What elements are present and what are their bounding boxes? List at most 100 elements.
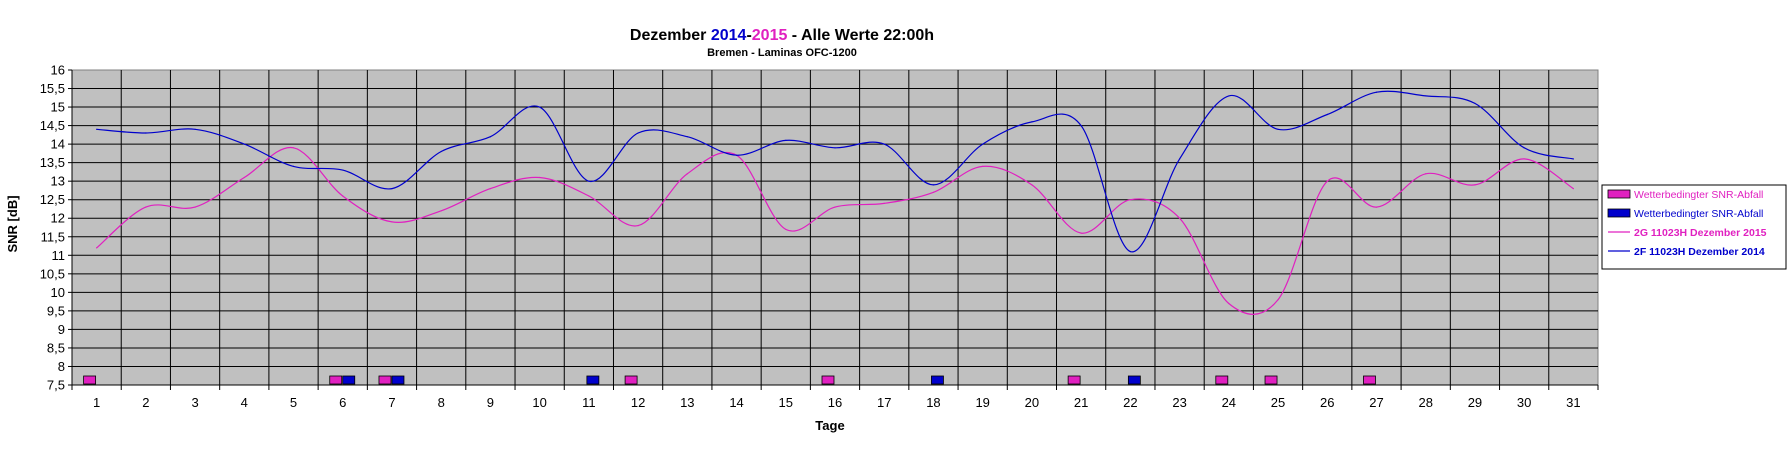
y-tick-label: 11 [52,248,66,263]
x-tick-label: 25 [1271,395,1285,410]
data-point [342,195,344,197]
x-tick-label: 29 [1468,395,1482,410]
data-point [1474,102,1476,104]
legend-label: Wetterbedingter SNR-Abfall [1634,189,1763,201]
data-point [440,150,442,153]
y-tick-label: 15,5 [40,81,65,96]
x-tick-label: 13 [680,395,694,410]
data-point [1228,95,1230,97]
x-tick-label: 5 [290,395,297,410]
weather-marker [342,375,356,385]
data-point [1228,302,1230,305]
weather-marker [329,375,343,385]
x-tick-label: 2 [142,395,149,410]
data-point [1031,121,1033,123]
data-point [145,132,147,134]
weather-marker [1363,375,1376,385]
chart-subtitle: Bremen - Laminas OFC-1200 [707,47,857,59]
chart-title: Dezember 2014-2015 - Alle Werte 22:00h [630,27,934,44]
data-point [637,225,639,227]
data-point [342,169,344,171]
y-tick-label: 16 [51,63,65,78]
data-point [1080,232,1082,234]
plot-background [71,69,1599,386]
data-point [145,206,147,208]
data-point [785,139,787,142]
data-point [1425,173,1427,175]
data-point [243,176,245,179]
data-point [1178,217,1181,219]
weather-marker [1067,375,1081,385]
x-tick-label: 30 [1517,395,1531,410]
x-axis-label: Tage [815,418,844,433]
x-tick-label: 10 [532,395,546,410]
data-point [932,184,935,186]
data-point [785,228,787,230]
data-point [1178,158,1181,160]
y-tick-label: 15 [51,100,65,115]
weather-marker [931,375,944,385]
weather-marker [1127,375,1141,385]
y-tick-label: 12,5 [40,192,65,207]
data-point [1375,91,1378,93]
data-point [834,206,836,208]
x-tick-label: 21 [1074,395,1088,410]
y-tick-label: 11,5 [41,229,65,244]
data-point [1425,95,1427,97]
x-tick-label: 20 [1025,395,1039,410]
x-tick-label: 27 [1369,395,1383,410]
x-tick-label: 15 [779,395,793,410]
y-tick-label: 10,5 [40,266,65,281]
y-tick-label: 13 [51,174,65,189]
weather-marker [586,375,600,385]
weather-marker [624,375,638,385]
y-tick-label: 9 [58,322,65,337]
x-tick-label: 14 [729,395,743,410]
data-point [194,128,196,130]
x-tick-label: 28 [1418,395,1432,410]
data-point [1129,250,1131,253]
data-point [883,202,885,205]
data-point [292,165,295,167]
legend-label: Wetterbedingter SNR-Abfall [1634,208,1763,220]
y-tick-label: 10 [51,285,65,300]
x-tick-labels: 1 2 3 4 5 6 7 8 9 10 11 12 13 14 15 16 17 18 19 20 21 22 23 24 2… [93,395,1581,410]
title-part-0: Dezember [630,27,711,44]
data-point [1277,128,1279,130]
data-point [391,221,393,223]
series-layer [96,90,1574,315]
data-point [194,206,196,208]
series-line-1 [96,90,1574,253]
title-part-3: 2015 [752,27,788,44]
marker-layer [83,375,1376,385]
weather-marker [1215,375,1229,385]
data-point [96,247,98,249]
weather-marker [821,375,835,385]
y-tick-label: 8 [58,359,65,374]
x-tick-label: 7 [388,395,395,410]
data-point [391,187,393,190]
data-point [1523,147,1525,149]
data-point [883,143,885,145]
y-tick-label: 9,5 [47,303,65,318]
data-point [588,180,590,182]
data-point [1031,184,1033,186]
x-tick-label: 3 [191,395,198,410]
y-axis-label: SNR [dB] [5,195,20,252]
x-tick-label: 6 [339,395,346,410]
data-point [1474,184,1476,186]
x-tick-label: 26 [1320,395,1334,410]
x-tick-label: 24 [1222,395,1236,410]
data-point [489,136,492,138]
x-tick-label: 23 [1172,395,1186,410]
data-point [292,147,295,149]
data-point [489,187,492,190]
data-point [834,147,836,149]
data-point [982,143,984,145]
data-point [686,136,688,138]
x-tick-label: 9 [487,395,494,410]
data-point [539,176,541,179]
x-tick-label: 12 [631,395,645,410]
x-tick-label: 4 [241,395,248,410]
x-tick-label: 1 [93,395,100,410]
